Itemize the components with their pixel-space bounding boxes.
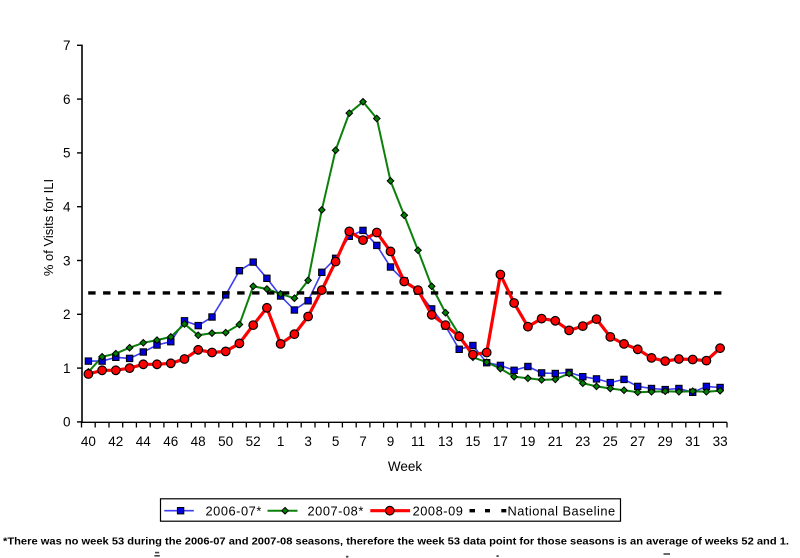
svg-text:27: 27	[630, 434, 645, 449]
svg-text:6: 6	[63, 92, 71, 107]
svg-text:3: 3	[304, 434, 312, 449]
svg-text:25: 25	[603, 434, 618, 449]
svg-text:0: 0	[63, 415, 71, 430]
svg-text:17: 17	[493, 434, 508, 449]
svg-text:2007-08*: 2007-08*	[308, 503, 364, 518]
svg-text:23: 23	[575, 434, 590, 449]
svg-text:50: 50	[218, 434, 233, 449]
svg-text:46: 46	[163, 434, 178, 449]
svg-text:4: 4	[63, 200, 71, 215]
svg-text:15: 15	[465, 434, 480, 449]
svg-text:National Baseline: National Baseline	[508, 503, 616, 518]
svg-text:19: 19	[520, 434, 535, 449]
svg-text:33: 33	[713, 434, 728, 449]
svg-text:2: 2	[63, 307, 71, 322]
svg-text:7: 7	[63, 38, 71, 53]
svg-text:9: 9	[387, 434, 395, 449]
svg-text:29: 29	[658, 434, 673, 449]
svg-text:44: 44	[136, 434, 152, 449]
svg-text:42: 42	[108, 434, 123, 449]
svg-text:3: 3	[63, 253, 71, 268]
svg-text:2008-09: 2008-09	[413, 503, 464, 518]
svg-text:% of Visits for ILI: % of Visits for ILI	[41, 179, 56, 276]
svg-text:13: 13	[438, 434, 453, 449]
svg-text:5: 5	[63, 146, 71, 161]
svg-text:1: 1	[277, 434, 285, 449]
svg-text:2006-07*: 2006-07*	[206, 503, 262, 518]
svg-text:1: 1	[63, 361, 71, 376]
svg-text:48: 48	[191, 434, 206, 449]
svg-text:11: 11	[411, 434, 425, 449]
svg-text:*There was no week 53 during t: *There was no week 53 during the 2006-07…	[3, 536, 789, 548]
svg-text:52: 52	[246, 434, 261, 449]
svg-text:5: 5	[332, 434, 340, 449]
svg-text:40: 40	[81, 434, 96, 449]
svg-text:7: 7	[359, 434, 367, 449]
svg-text:31: 31	[685, 434, 700, 449]
svg-text:21: 21	[548, 434, 563, 449]
svg-text:Week: Week	[388, 459, 423, 474]
